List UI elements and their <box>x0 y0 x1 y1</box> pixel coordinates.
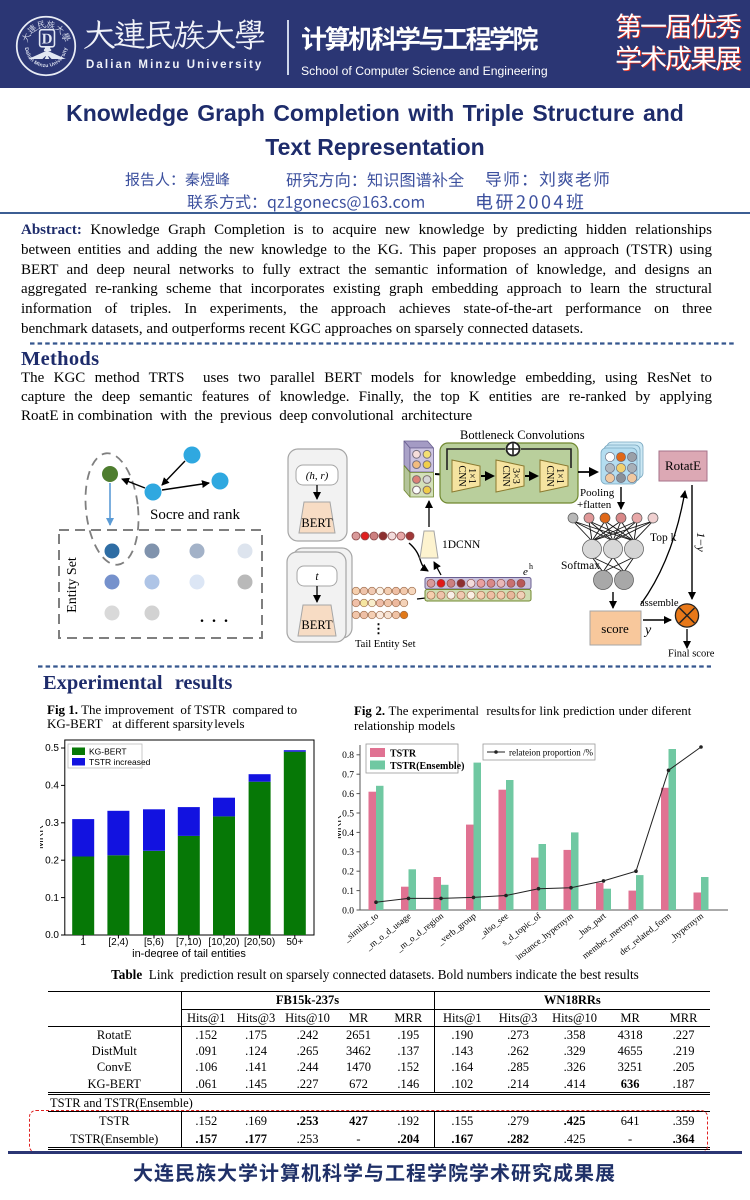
svg-text:(h, r): (h, r) <box>306 470 329 482</box>
svg-text:relateion proportion /%: relateion proportion /% <box>509 748 593 758</box>
svg-text:y: y <box>643 623 652 638</box>
svg-text:0.1: 0.1 <box>342 887 354 897</box>
svg-text:[20,50): [20,50) <box>244 937 275 948</box>
svg-text:0.3: 0.3 <box>45 818 59 829</box>
svg-text:1×1: 1×1 <box>466 468 477 484</box>
svg-text:instance_hypernym: instance_hypernym <box>514 911 576 962</box>
svg-text:TSTR(Ensemble): TSTR(Ensemble) <box>390 761 464 772</box>
svg-text:[7,10): [7,10) <box>176 937 202 948</box>
svg-text:Tail Entity Set: Tail Entity Set <box>355 639 416 650</box>
svg-text:0.6: 0.6 <box>342 790 354 800</box>
svg-text:0.0: 0.0 <box>45 930 59 941</box>
svg-text:0.5: 0.5 <box>45 743 59 754</box>
svg-text:0.7: 0.7 <box>342 771 354 781</box>
svg-text:KG-BERT: KG-BERT <box>89 747 127 757</box>
svg-text:TSTR: TSTR <box>390 749 417 760</box>
svg-text:1: 1 <box>80 937 86 948</box>
svg-text:0.2: 0.2 <box>45 855 59 866</box>
svg-text:. . .: . . . <box>200 609 230 626</box>
svg-text:Softmax: Softmax <box>561 560 600 572</box>
svg-text:CNN: CNN <box>500 465 511 486</box>
svg-text:assemble: assemble <box>640 598 679 609</box>
svg-text:h: h <box>529 562 533 571</box>
svg-text:Final score: Final score <box>668 649 715 660</box>
svg-text:CNN: CNN <box>456 465 467 486</box>
svg-text:1×1: 1×1 <box>554 468 565 484</box>
svg-text:e: e <box>523 566 528 578</box>
svg-text:BERT: BERT <box>301 618 333 632</box>
svg-text:0.4: 0.4 <box>342 829 354 839</box>
svg-text:score: score <box>601 621 629 636</box>
svg-text:BERT: BERT <box>301 516 333 530</box>
svg-text:0.3: 0.3 <box>342 848 354 858</box>
svg-text:t: t <box>315 571 319 583</box>
svg-text:0.5: 0.5 <box>342 809 354 819</box>
svg-text:+flatten: +flatten <box>577 499 612 511</box>
svg-text:Pooling: Pooling <box>580 487 615 499</box>
svg-text:Entity Set: Entity Set <box>65 557 80 613</box>
svg-text:3×3: 3×3 <box>510 468 521 484</box>
svg-text:0.4: 0.4 <box>45 781 59 792</box>
svg-text:Top k: Top k <box>650 532 677 544</box>
svg-text:0.8: 0.8 <box>342 751 354 761</box>
svg-text:0.0: 0.0 <box>342 906 354 916</box>
svg-text:0.1: 0.1 <box>45 893 59 904</box>
svg-text:[5,6): [5,6) <box>144 937 164 948</box>
svg-text:CNN: CNN <box>544 465 555 486</box>
svg-text:TSTR increased: TSTR increased <box>89 757 151 767</box>
svg-text:⋮: ⋮ <box>372 621 385 636</box>
svg-text:MRR: MRR <box>338 815 344 839</box>
svg-text:RotatE: RotatE <box>665 458 701 473</box>
svg-text:1−y: 1−y <box>694 532 708 552</box>
svg-text:[2,4): [2,4) <box>108 937 128 948</box>
svg-text:MRR: MRR <box>40 825 46 849</box>
svg-text:[10,20): [10,20) <box>208 937 239 948</box>
svg-text:0.2: 0.2 <box>342 868 354 878</box>
svg-text:member_meronym: member_meronym <box>580 911 640 961</box>
svg-text:_hypernym: _hypernym <box>666 911 705 945</box>
svg-text:Bottleneck Convolutions: Bottleneck Convolutions <box>460 428 585 442</box>
svg-text:50+: 50+ <box>286 937 303 948</box>
svg-text:Socre and rank: Socre and rank <box>150 507 240 523</box>
svg-text:1DCNN: 1DCNN <box>442 539 481 551</box>
svg-text:in-degree of tail entities: in-degree of tail entities <box>132 948 246 958</box>
